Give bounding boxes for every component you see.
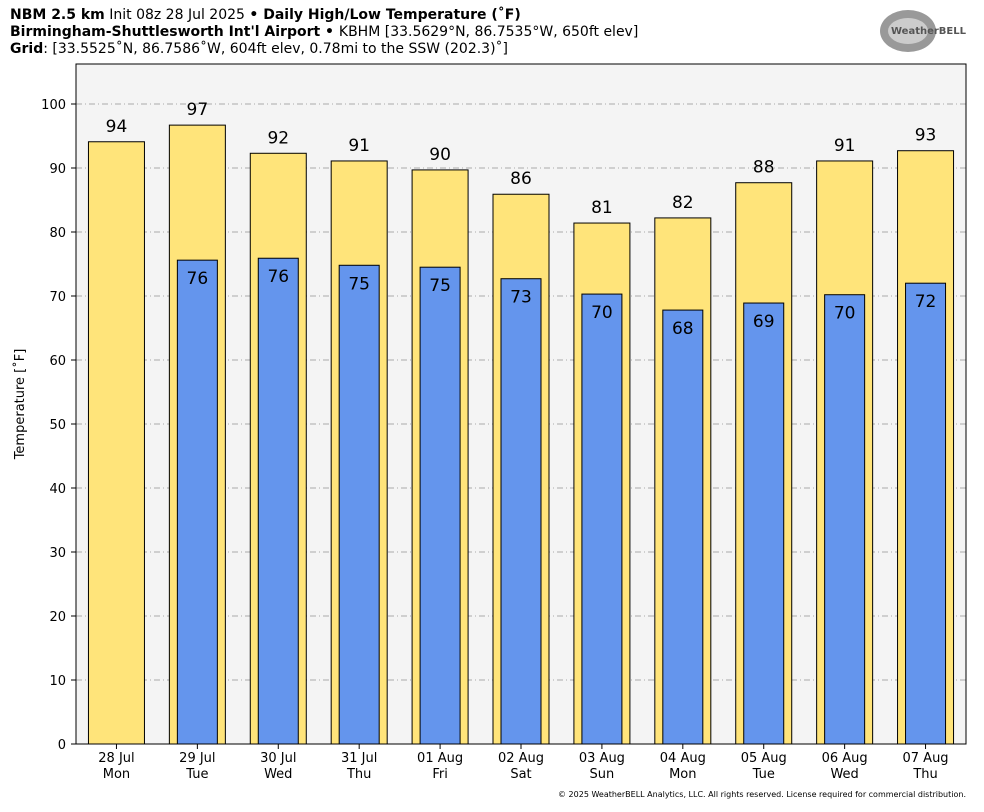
data-label: 68 [672,319,694,339]
header-line: NBM 2.5 km Init 08z 28 Jul 2025 • Daily … [10,6,521,23]
data-label: 90 [429,145,451,165]
header-segment: KBHM [33.5629°N, 86.7535°W, 650ft elev] [339,24,638,40]
y-tick-label: 0 [58,738,66,753]
data-label: 97 [187,100,209,120]
x-tick-label: Sun [590,767,615,782]
y-tick-label: 40 [49,482,66,497]
x-tick-label: 30 Jul [260,751,296,766]
bar [176,259,218,745]
header-line: Grid: [33.5525˚N, 86.7586˚W, 604ft elev,… [10,40,508,57]
bar [87,141,145,745]
data-label: 91 [834,136,856,156]
data-label: 73 [510,288,532,308]
data-label: 94 [106,117,128,137]
data-label: 82 [672,193,694,213]
x-tick-label: 01 Aug [417,751,463,766]
bar [257,257,299,745]
data-label: 86 [510,169,532,189]
y-tick-label: 80 [49,226,66,241]
bar [662,309,704,745]
y-tick-label: 20 [49,610,66,625]
data-label: 75 [348,274,370,294]
data-label: 72 [915,292,937,312]
header-segment: : [33.5525˚N, 86.7586˚W, 604ft elev, 0.7… [43,40,508,57]
bar [338,264,380,745]
x-tick-label: 07 Aug [903,751,949,766]
x-tick-label: Wed [264,767,292,782]
header-segment: Birmingham-Shuttlesworth Int'l Airport [10,24,320,40]
data-label: 93 [915,126,937,146]
x-tick-label: Tue [185,767,208,782]
data-label: 91 [348,136,370,156]
bar [905,282,947,745]
data-label: 92 [267,128,289,148]
bar [824,294,866,745]
header-segment: Daily High/Low Temperature (˚F) [263,6,521,23]
x-tick-label: Wed [830,767,858,782]
data-label: 70 [834,304,856,324]
bar [500,278,542,745]
header-segment: Init 08z 28 Jul 2025 [105,7,250,23]
y-tick-label: 50 [49,418,66,433]
x-tick-label: 04 Aug [660,751,706,766]
x-tick-label: Sat [510,767,531,782]
x-tick-label: Fri [432,767,448,782]
header-segment: Grid [10,41,43,57]
header-segment: • [249,7,263,23]
x-tick-label: Tue [752,767,775,782]
y-tick-label: 90 [49,162,66,177]
plot-border [75,63,967,745]
y-tick-label: 100 [41,98,66,113]
footer: © 2025 WeatherBELL Analytics, LLC. All r… [558,790,966,799]
x-tick-label: 06 Aug [822,751,868,766]
x-tick-label: Mon [669,767,696,782]
y-tick-label: 30 [49,546,66,561]
y-tick-label: 70 [49,290,66,305]
x-tick-label: Thu [912,767,937,782]
data-label: 69 [753,312,775,332]
header-segment: • [320,24,339,40]
x-tick-label: Thu [346,767,371,782]
x-tick-label: 02 Aug [498,751,544,766]
y-axis-label: Temperature [˚F] [12,349,28,461]
data-label: 76 [267,267,289,287]
bar [419,266,461,745]
y-tick-label: 10 [49,674,66,689]
data-label: 70 [591,303,613,323]
y-tick-label: 60 [49,354,66,369]
bar [581,293,623,745]
logo: WeatherBELL [880,10,967,52]
x-tick-label: 05 Aug [741,751,787,766]
data-label: 88 [753,158,775,178]
x-tick-label: 31 Jul [341,751,377,766]
data-label: 76 [187,269,209,289]
x-tick-label: 29 Jul [179,751,215,766]
bar [743,302,785,745]
data-label: 75 [429,276,451,296]
header-segment: NBM 2.5 km [10,7,105,23]
x-tick-label: 28 Jul [98,751,134,766]
data-label: 81 [591,198,613,218]
x-tick-label: Mon [103,767,130,782]
logo-text: WeatherBELL [891,26,967,37]
header-line: Birmingham-Shuttlesworth Int'l Airport •… [10,24,638,40]
x-tick-label: 03 Aug [579,751,625,766]
